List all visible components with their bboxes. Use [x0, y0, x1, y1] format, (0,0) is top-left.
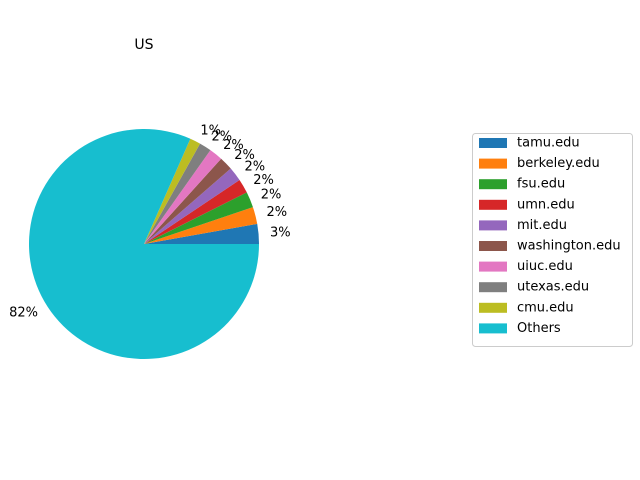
pie-slice-berkeley-edu — [144, 207, 258, 244]
legend-swatch — [479, 158, 507, 169]
legend-swatch — [479, 220, 507, 231]
legend-swatch — [479, 179, 507, 190]
pie-percent-label: 2% — [253, 173, 274, 188]
pie-slice-others — [29, 129, 260, 360]
pie-percent-label: 2% — [234, 148, 255, 163]
legend-label: cmu.edu — [517, 300, 574, 315]
pie-slice-washington-edu — [144, 158, 231, 244]
legend-swatch — [479, 199, 507, 210]
pie-slice-utexas-edu — [144, 143, 211, 244]
pie-slices — [29, 129, 260, 360]
pie-percent-label: 2% — [267, 205, 288, 220]
legend-label: mit.edu — [517, 218, 567, 233]
pie-percent-label: 2% — [211, 129, 232, 144]
pie-percent-label: 2% — [244, 160, 265, 175]
pie-slice-mit-edu — [144, 168, 240, 244]
legend-swatch — [479, 241, 507, 251]
legend-label: berkeley.edu — [517, 156, 600, 171]
legend-label: umn.edu — [517, 197, 575, 212]
chart-title: US — [134, 37, 153, 53]
pie-percent-label: 2% — [261, 188, 282, 203]
legend-label: washington.edu — [517, 239, 621, 254]
pie-percent-label: 2% — [223, 138, 244, 153]
pie-percent-label: 82% — [9, 306, 38, 321]
legend-swatch — [479, 282, 507, 293]
legend-label: Others — [517, 321, 561, 336]
pie-slice-uiuc-edu — [144, 150, 222, 244]
legend-swatch — [479, 138, 507, 148]
legend-swatch — [479, 323, 507, 334]
legend-label: utexas.edu — [517, 280, 589, 295]
pie-slice-umn-edu — [144, 179, 247, 244]
pie-percent-label: 3% — [270, 225, 291, 240]
legend-label: fsu.edu — [517, 177, 565, 192]
pie-slice-fsu-edu — [144, 192, 253, 244]
legend-swatch — [479, 302, 507, 313]
legend-swatch — [479, 261, 507, 272]
pie-slice-tamu-edu — [144, 223, 259, 244]
pie-percent-label: 1% — [200, 123, 221, 138]
pie-slice-cmu-edu — [144, 138, 201, 244]
legend-label: uiuc.edu — [517, 259, 573, 274]
legend-label: tamu.edu — [517, 136, 580, 151]
legend: tamu.edu berkeley.edu fsu.edu umn.edu mit.ed… — [472, 133, 633, 347]
legend-frame — [472, 133, 633, 347]
pie-percent-labels: 3%2%2%2%2%2%2%2%1%82% — [9, 123, 290, 320]
